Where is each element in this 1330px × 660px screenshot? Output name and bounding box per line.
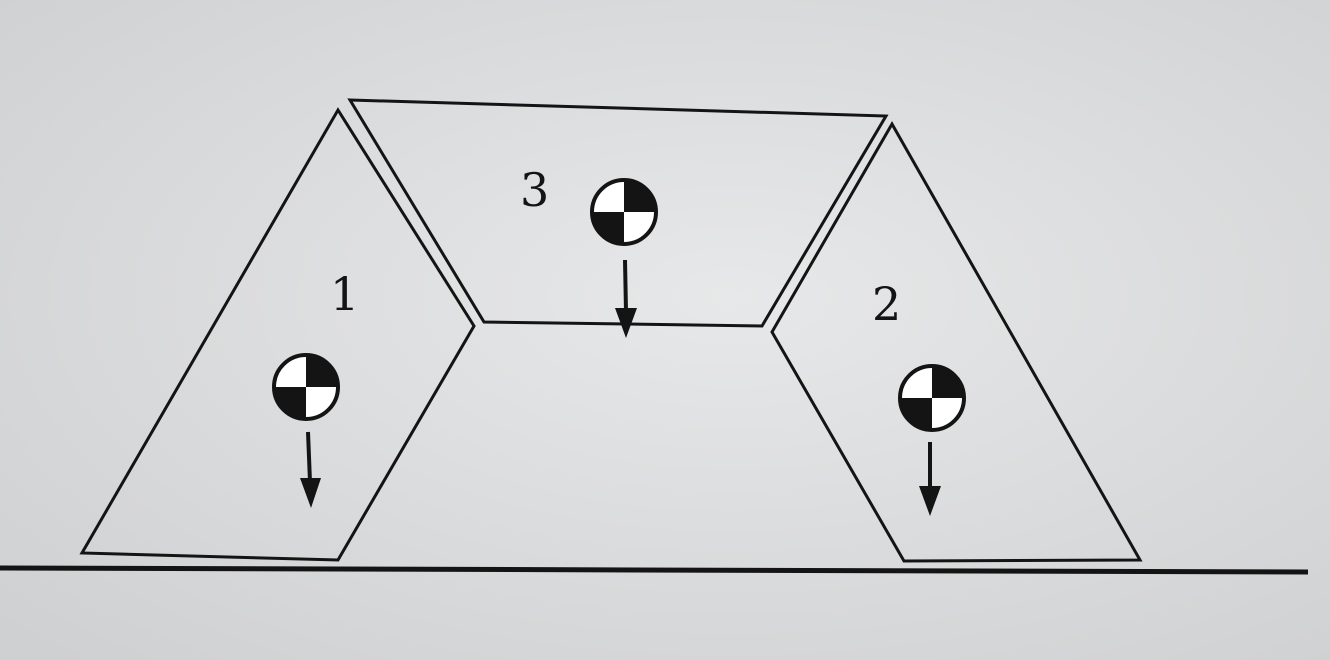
block-1-mass-marker [272, 353, 340, 508]
gravity-arrow-icon [615, 259, 637, 338]
block-1 [79, 107, 476, 562]
block-2 [770, 120, 1143, 563]
gravity-arrow-icon [919, 442, 941, 516]
block-3-mass-marker [590, 178, 658, 338]
block-1-label: 1 [330, 267, 359, 321]
block-2-label: 2 [872, 277, 901, 331]
block-3 [347, 98, 889, 328]
center-of-mass-icon [590, 178, 658, 246]
block-3-label: 3 [520, 163, 549, 217]
block-2-mass-marker [898, 364, 966, 516]
ground-line [0, 565, 1309, 575]
center-of-mass-icon [272, 353, 340, 421]
gravity-arrow-icon [300, 431, 321, 508]
center-of-mass-icon [898, 364, 966, 432]
